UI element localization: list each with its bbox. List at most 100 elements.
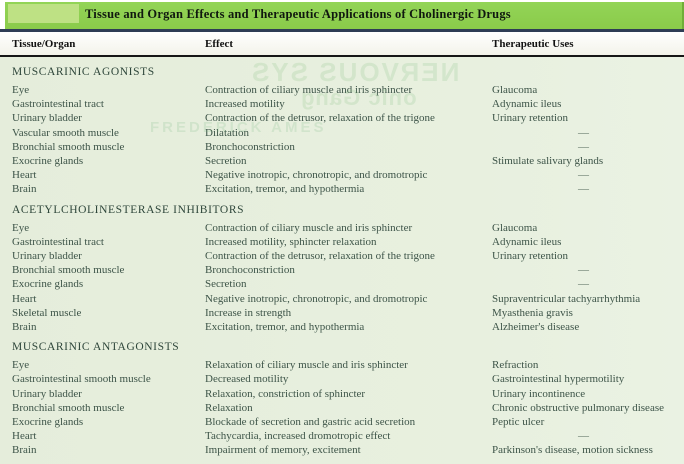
tissue-organ-cell: Urinary bladder <box>12 387 82 400</box>
tissue-organ-cell: Bronchial smooth muscle <box>12 140 125 153</box>
table-row: Gastrointestinal tract Increased motility… <box>0 235 684 249</box>
section-heading: MUSCARINIC ANTAGONISTS <box>12 341 180 354</box>
therapeutic-uses-cell: Urinary retention <box>492 112 569 125</box>
tissue-organ-cell: Bronchial smooth muscle <box>12 401 125 414</box>
empty-cell-dash: — <box>578 430 589 443</box>
effect-cell: Impairment of memory, excitement <box>205 444 361 457</box>
effect-cell: Negative inotropic, chronotropic, and dr… <box>205 169 428 182</box>
effect-cell: Increase in strength <box>205 306 292 319</box>
therapeutic-uses-cell: Peptic ulcer <box>492 416 545 429</box>
table-row: Urinary bladder Contraction of the detrus… <box>0 249 684 263</box>
therapeutic-uses-cell: Glaucoma <box>492 221 538 234</box>
table-row: Brain Impairment of memory, excitement Par… <box>0 443 684 457</box>
therapeutic-uses-cell: Urinary retention <box>492 250 569 263</box>
tissue-organ-cell: Brain <box>12 321 37 334</box>
table-row: Urinary bladder Relaxation, constriction … <box>0 387 684 401</box>
therapeutic-uses-cell: Urinary incontinence <box>492 387 586 400</box>
table-row: Brain Excitation, tremor, and hypothermia… <box>0 182 684 196</box>
table-row: Bronchial smooth muscle Bronchoconstricti… <box>0 263 684 277</box>
tissue-organ-cell: Gastrointestinal tract <box>12 98 104 111</box>
table-body: NERVOUS SYS onic Gang FREDERICK AMES MUS… <box>0 57 684 464</box>
therapeutic-uses-cell: Gastrointestinal hypermotility <box>492 373 625 386</box>
tissue-organ-cell: Gastrointestinal tract <box>12 235 104 248</box>
table-row: Exocrine glands Blockade of secretion and… <box>0 415 684 429</box>
tissue-organ-cell: Eye <box>12 84 30 96</box>
tissue-organ-cell: Exocrine glands <box>12 278 84 291</box>
therapeutic-uses-cell: Supraventricular tachyarrhythmia <box>492 292 641 305</box>
empty-cell-dash: — <box>578 183 589 196</box>
table-row: Bronchial smooth muscle Bronchoconstricti… <box>0 140 684 154</box>
tissue-organ-cell: Skeletal muscle <box>12 306 82 319</box>
column-header-tissue-organ: Tissue/Organ <box>12 37 76 50</box>
empty-cell-dash: — <box>578 278 589 291</box>
therapeutic-uses-cell: Alzheimer's disease <box>492 321 580 334</box>
table-row: Exocrine glands Secretion Stimulate saliva… <box>0 154 684 168</box>
therapeutic-uses-cell: Glaucoma <box>492 84 538 96</box>
effect-cell: Relaxation of ciliary muscle and iris sp… <box>205 359 408 372</box>
table-row: Eye Relaxation of ciliary muscle and iris… <box>0 358 684 372</box>
therapeutic-uses-cell: Stimulate salivary glands <box>492 155 604 168</box>
effect-cell: Bronchoconstriction <box>205 264 295 277</box>
table-row: Vascular smooth muscle Dilatation — <box>0 126 684 140</box>
effect-cell: Secretion <box>205 155 247 168</box>
effect-cell: Increased motility, sphincter relaxation <box>205 235 377 248</box>
table-row: Eye Contraction of ciliary muscle and iri… <box>0 221 684 235</box>
tissue-organ-cell: Bronchial smooth muscle <box>12 264 125 277</box>
effect-cell: Relaxation, constriction of sphincter <box>205 387 366 400</box>
therapeutic-uses-cell: Chronic obstructive pulmonary disease <box>492 401 664 414</box>
empty-cell-dash: — <box>578 126 589 139</box>
tissue-organ-cell: Exocrine glands <box>12 416 84 429</box>
tissue-organ-cell: Brain <box>12 444 37 457</box>
table-title: Tissue and Organ Effects and Therapeutic… <box>85 7 511 21</box>
therapeutic-uses-cell: Adynamic ileus <box>492 235 562 248</box>
effect-cell: Decreased motility <box>205 373 289 386</box>
table-row: Exocrine glands Secretion — <box>0 277 684 291</box>
table-row: Gastrointestinal tract Increased motility… <box>0 97 684 111</box>
tissue-organ-cell: Heart <box>12 169 37 182</box>
tissue-organ-cell: Brain <box>12 183 37 196</box>
column-header-therapeutic-uses: Therapeutic Uses <box>492 37 574 50</box>
tissue-organ-cell: Heart <box>12 292 37 305</box>
table-row: Heart Negative inotropic, chronotropic, a… <box>0 292 684 306</box>
effect-cell: Secretion <box>205 278 247 291</box>
column-header-effect: Effect <box>205 37 234 50</box>
effect-cell: Blockade of secretion and gastric acid s… <box>205 416 416 429</box>
table-row: Brain Excitation, tremor, and hypothermia… <box>0 320 684 334</box>
tissue-organ-cell: Urinary bladder <box>12 250 82 263</box>
tissue-organ-cell: Vascular smooth muscle <box>12 126 119 139</box>
table-row: Skeletal muscle Increase in strength Myast… <box>0 306 684 320</box>
effect-cell: Contraction of the detrusor, relaxation … <box>205 112 435 125</box>
effect-cell: Excitation, tremor, and hypothermia <box>205 321 365 334</box>
title-divider-rule <box>0 29 684 32</box>
tissue-organ-cell: Eye <box>12 221 30 234</box>
therapeutic-uses-cell: Refraction <box>492 359 539 372</box>
tissue-organ-cell: Eye <box>12 359 30 372</box>
table-row: Gastrointestinal smooth muscle Decreased … <box>0 372 684 386</box>
table-row: Bronchial smooth muscle Relaxation Chronic… <box>0 401 684 415</box>
section-heading: ACETYLCHOLINESTERASE INHIBITORS <box>12 203 245 216</box>
tissue-organ-cell: Exocrine glands <box>12 155 84 168</box>
tissue-organ-cell: Urinary bladder <box>12 112 82 125</box>
table-row: Heart Negative inotropic, chronotropic, a… <box>0 168 684 182</box>
empty-cell-dash: — <box>578 169 589 182</box>
table-row: Heart Tachycardia, increased dromotropic … <box>0 429 684 443</box>
tissue-organ-cell: Heart <box>12 430 37 443</box>
effect-cell: Dilatation <box>205 126 249 139</box>
therapeutic-uses-cell: Myasthenia gravis <box>492 306 573 319</box>
effect-cell: Bronchoconstriction <box>205 140 295 153</box>
empty-cell-dash: — <box>578 140 589 153</box>
effect-cell: Relaxation <box>205 401 253 414</box>
tissue-organ-cell: Gastrointestinal smooth muscle <box>12 373 151 386</box>
effect-cell: Contraction of the detrusor, relaxation … <box>205 250 435 263</box>
table-row: Eye Contraction of ciliary muscle and iri… <box>0 83 684 97</box>
table-title-bar: Tissue and Organ Effects and Therapeutic… <box>5 2 684 29</box>
effect-cell: Contraction of ciliary muscle and iris s… <box>205 84 413 96</box>
column-header-row: Tissue/Organ Effect Therapeutic Uses <box>0 32 684 55</box>
effect-cell: Tachycardia, increased dromotropic effec… <box>205 430 391 443</box>
effect-cell: Contraction of ciliary muscle and iris s… <box>205 221 413 234</box>
effect-cell: Negative inotropic, chronotropic, and dr… <box>205 292 428 305</box>
section-heading: MUSCARINIC AGONISTS <box>12 66 155 78</box>
table-number-box <box>8 4 79 23</box>
header-divider-rule <box>0 55 684 57</box>
